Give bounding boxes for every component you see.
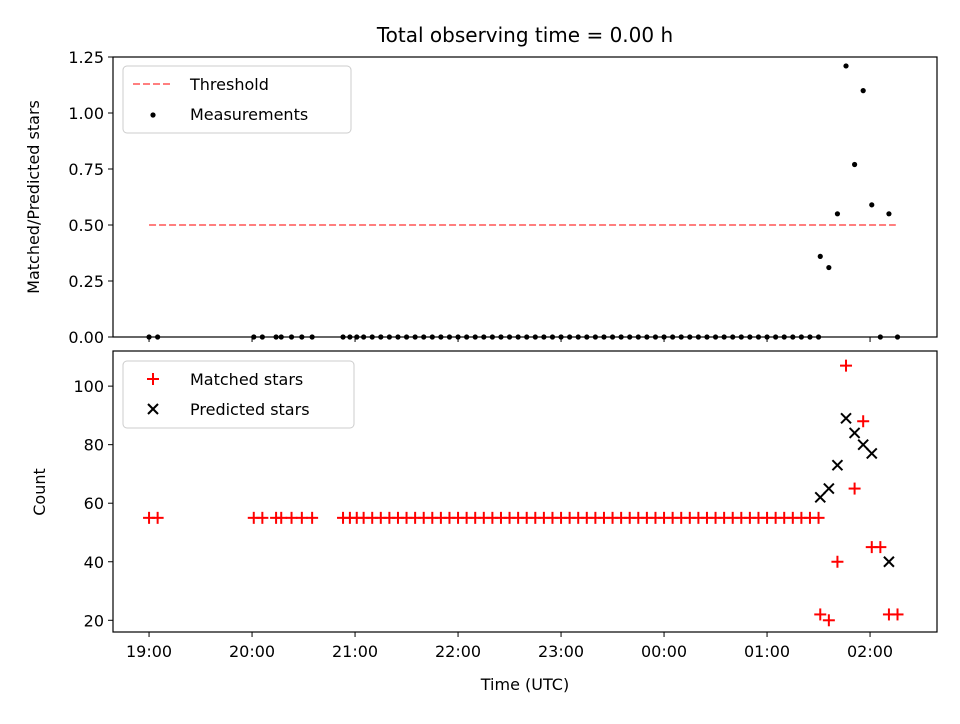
x-axis-label: Time (UTC) (480, 675, 569, 694)
measurement-point (852, 161, 858, 168)
y-tick-label: 60 (84, 494, 104, 513)
predicted-stars-point (814, 491, 826, 504)
top-panel-y-ticks: 0.00 0.25 0.50 0.75 1.00 1.25 (68, 48, 113, 347)
matched-stars-point (151, 511, 164, 524)
matched-stars-point (812, 511, 825, 524)
predicted-stars-point (823, 482, 835, 495)
y-tick-label: 40 (84, 553, 104, 572)
bottom-y-axis-label: Count (30, 468, 49, 516)
legend-matched-swatch (147, 373, 159, 385)
chart-title: Total observing time = 0.00 h (376, 23, 673, 47)
predicted-stars-point (857, 438, 869, 451)
y-tick-label: 100 (73, 377, 104, 396)
x-tick-label: 23:00 (538, 642, 584, 661)
x-tick-label: 01:00 (744, 642, 790, 661)
measurement-point (860, 88, 866, 94)
matched-stars-point (306, 511, 319, 524)
legend-matched-label: Matched stars (190, 370, 303, 389)
y-tick-label: 0.00 (68, 328, 104, 347)
matched-stars-point (840, 359, 853, 372)
measurement-point (869, 202, 875, 208)
bottom-legend: Matched stars Predicted stars (122, 360, 355, 429)
matched-stars-point (295, 511, 308, 524)
predicted-stars-point (840, 412, 852, 425)
predicted-stars-point (883, 556, 895, 568)
bottom-panel-x-ticks: 19:00 20:00 21:00 22:00 23:00 00:00 01:00 02:00 (126, 632, 893, 661)
y-tick-label: 1.25 (68, 48, 104, 67)
legend-predicted-swatch (147, 403, 159, 415)
x-tick-label: 00:00 (641, 642, 687, 661)
top-legend: Threshold Measurements (122, 65, 352, 134)
legend-measurements-swatch (150, 112, 156, 118)
matched-stars-point (857, 415, 870, 428)
matched-stars-point (822, 614, 835, 627)
matched-stars-point (814, 608, 827, 621)
x-tick-label: 19:00 (126, 642, 172, 661)
measurement-point (817, 253, 823, 259)
y-tick-label: 0.25 (68, 272, 104, 291)
top-panel-frame (112, 56, 938, 338)
matched-stars-point (285, 511, 298, 524)
bottom-panel-marks (143, 359, 904, 627)
legend-predicted-label: Predicted stars (190, 400, 310, 419)
y-tick-label: 0.75 (68, 160, 104, 179)
y-tick-label: 0.50 (68, 216, 104, 235)
y-tick-label: 20 (84, 611, 104, 630)
legend-threshold-label: Threshold (189, 75, 269, 94)
x-tick-label: 20:00 (229, 642, 275, 661)
predicted-stars-point (831, 459, 844, 471)
x-tick-label: 22:00 (435, 642, 481, 661)
matched-stars-point (831, 555, 844, 568)
matched-stars-point (891, 608, 904, 621)
x-tick-label: 21:00 (332, 642, 378, 661)
measurement-point (843, 63, 849, 69)
matched-stars-point (874, 541, 887, 554)
predicted-stars-point (866, 447, 878, 460)
top-panel-x-ticks (148, 337, 871, 342)
y-tick-label: 1.00 (68, 104, 104, 123)
bottom-panel-frame (112, 350, 938, 633)
y-tick-label: 80 (84, 436, 104, 455)
matched-stars-point (275, 511, 288, 524)
predicted-stars-point (848, 427, 861, 439)
measurement-point (834, 211, 841, 217)
bottom-panel-y-ticks: 20 40 60 80 100 (73, 377, 113, 630)
top-y-axis-label: Matched/Predicted stars (24, 100, 43, 294)
legend-measurements-label: Measurements (190, 105, 308, 124)
matched-stars-point (848, 482, 861, 495)
measurement-point (886, 211, 892, 217)
measurement-point (826, 264, 832, 271)
x-tick-label: 02:00 (847, 642, 893, 661)
matched-stars-point (256, 511, 269, 524)
